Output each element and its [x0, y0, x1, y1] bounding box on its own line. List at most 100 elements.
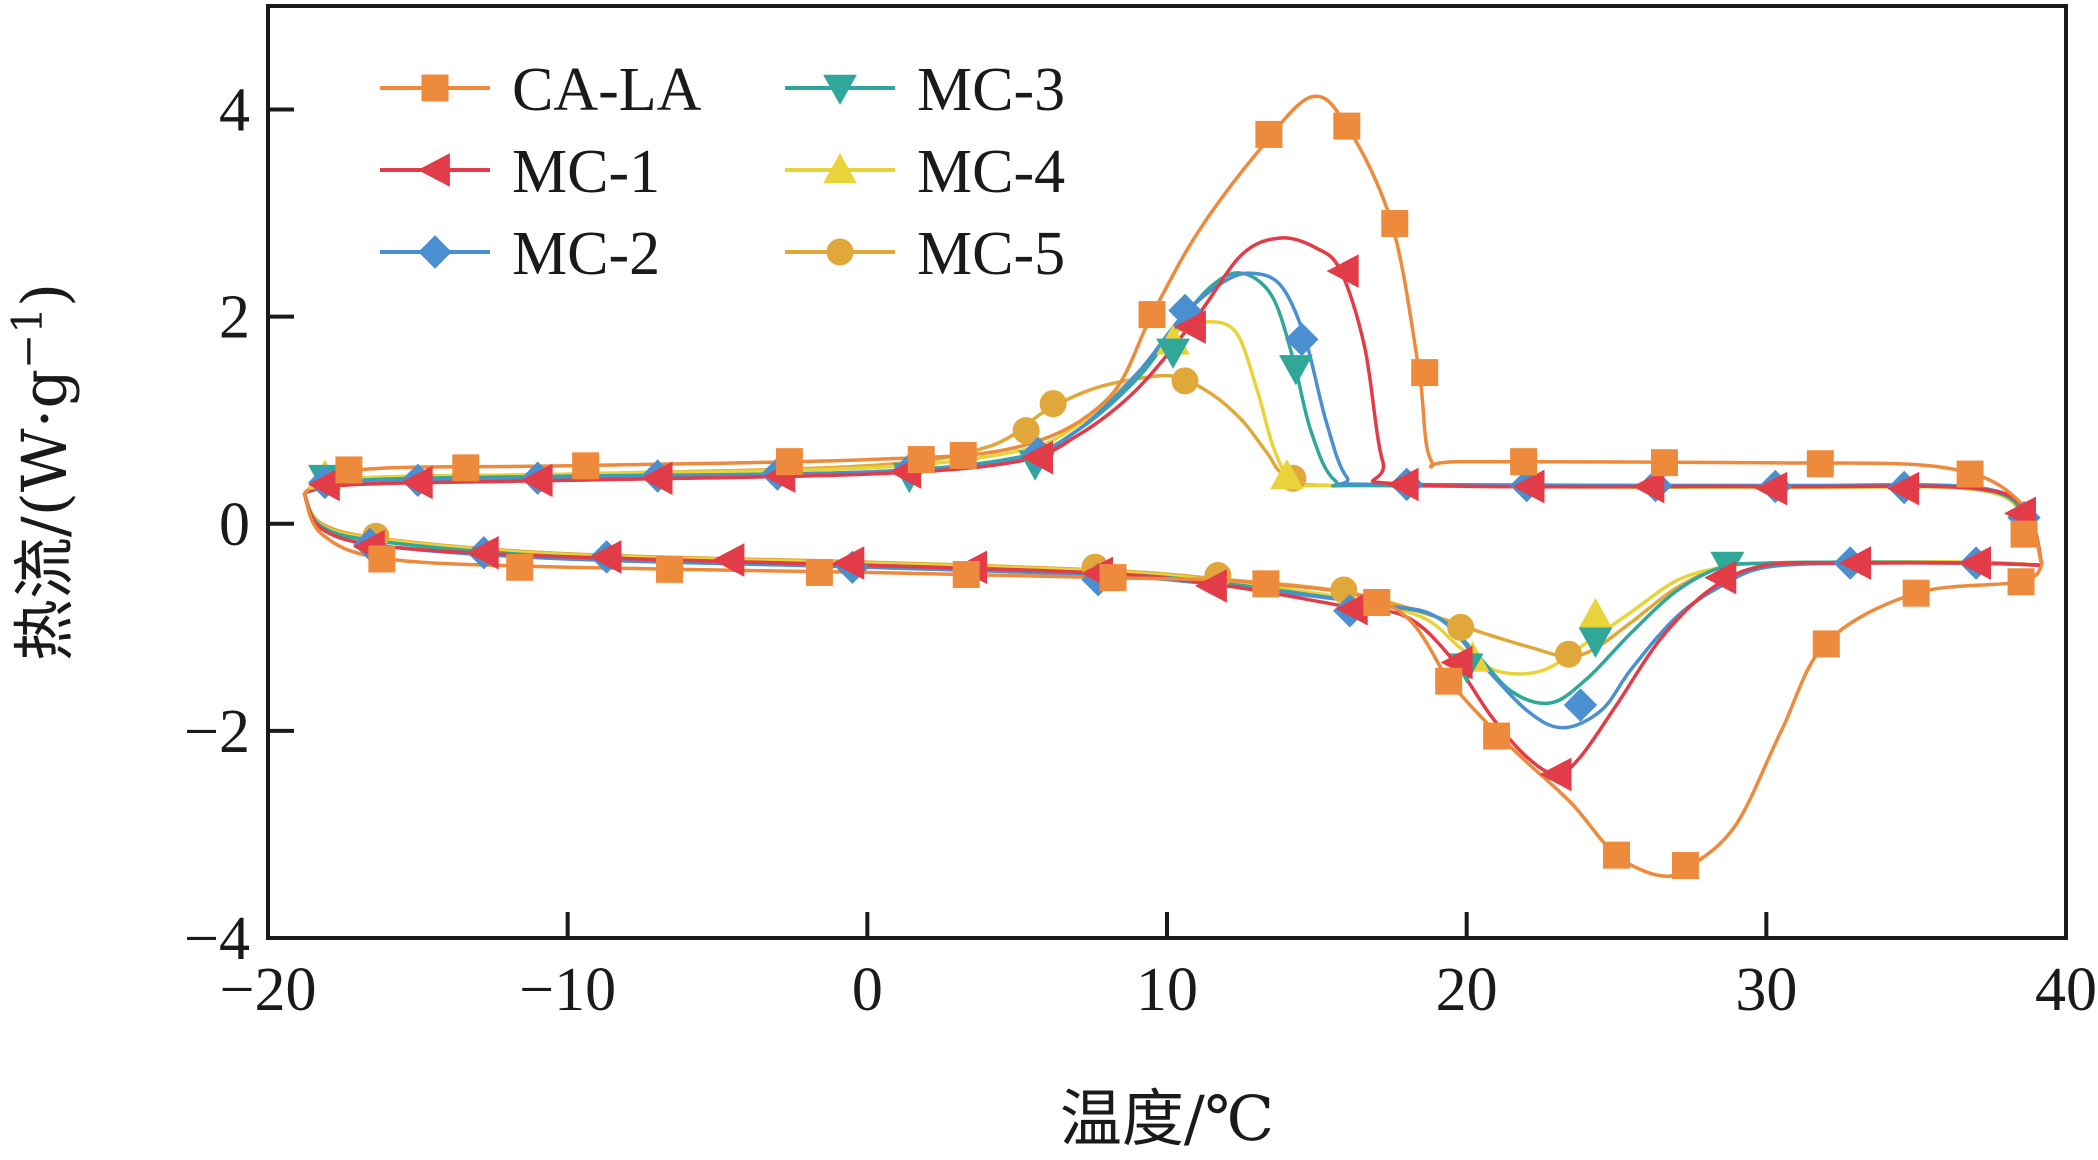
series-mc-1-marker: [466, 535, 499, 570]
series-ca-la-marker: [805, 558, 833, 586]
series-mc-1-marker: [1173, 310, 1206, 344]
legend-marker-mc-3: [823, 74, 857, 106]
series-mc-1-marker: [832, 546, 865, 580]
series-mc-1-marker: [589, 540, 622, 574]
x-tick-label: 20: [1436, 956, 1498, 1024]
series-ca-la-marker: [1956, 460, 1984, 488]
y-tick-label: −4: [184, 905, 250, 973]
series-mc-1-marker: [307, 467, 340, 502]
series-mc-1-marker: [1194, 569, 1227, 603]
series-mc-3-marker: [1578, 627, 1613, 658]
y-tick-label: 2: [219, 284, 250, 352]
series-mc-2-marker: [1563, 688, 1598, 722]
y-tick-label: 0: [219, 491, 250, 559]
series-mc-1-marker: [400, 465, 433, 500]
series-ca-la-marker: [1411, 359, 1439, 387]
series-ca-la-marker: [1435, 667, 1463, 695]
series-mc-5-marker: [1171, 367, 1199, 395]
y-axis-label-main: 热流/(W·g: [8, 369, 81, 661]
series-ca-la-marker: [368, 545, 396, 573]
x-tick-label: 30: [1735, 956, 1797, 1024]
legend-marker-mc-4: [823, 152, 857, 184]
series-mc-1-marker: [520, 463, 553, 498]
series-ca-la-marker: [1255, 120, 1283, 148]
series-mc-4-cooling-line: [302, 491, 2043, 676]
series-mc-2-cooling-line: [302, 491, 2043, 730]
y-axis-label-superscript: −1: [3, 307, 52, 369]
series-mc-5-marker: [1555, 640, 1583, 668]
legend-label-mc-2: MC-2: [512, 220, 660, 288]
series-mc-2-heating-line: [303, 271, 2044, 566]
series-mc-3-heating-line: [303, 271, 2044, 566]
series-ca-la-marker: [1812, 630, 1840, 658]
series-mc-1-marker: [1326, 254, 1359, 288]
series-mc-1-marker: [1704, 560, 1737, 595]
series-ca-la-marker: [2007, 568, 2035, 596]
y-tick-label: 4: [219, 77, 250, 145]
series-mc-3-marker: [1279, 355, 1313, 386]
legend-marker-mc-5: [826, 238, 854, 266]
series-ca-la-marker: [1510, 448, 1538, 476]
series-mc-1-marker: [1021, 440, 1053, 475]
x-axis-label: 温度/℃: [1060, 1082, 1274, 1155]
series-ca-la-marker: [452, 454, 480, 482]
y-axis-label-close: ): [8, 283, 81, 307]
x-axis-ticks: −20 −10 0 10 20 30 40: [220, 912, 2097, 1024]
series-mc-1-marker: [712, 543, 745, 577]
series-ca-la-marker: [907, 446, 935, 474]
series-mc-1-marker: [1632, 469, 1665, 504]
series-mc-1-marker: [1887, 471, 1920, 506]
y-axis-ticks: −4 −2 0 2 4: [184, 77, 294, 973]
series-mc-1-marker: [1512, 469, 1545, 504]
series-ca-la-marker: [1363, 588, 1391, 616]
series-ca-la-marker: [656, 555, 684, 583]
series-mc-5-marker: [1012, 417, 1040, 445]
series-mc-5-marker: [1039, 390, 1067, 418]
series-ca-la-marker: [335, 456, 363, 484]
series-ca-la-marker: [1902, 579, 1930, 607]
x-tick-label: −20: [220, 956, 317, 1024]
series-mc-5-marker: [1447, 613, 1475, 641]
series-mc-1-marker: [1539, 757, 1572, 792]
series-ca-la-marker: [1483, 722, 1511, 750]
legend-marker-ca-la: [421, 74, 449, 102]
x-tick-label: 10: [1136, 956, 1198, 1024]
y-axis-label: 热流/(W·g−1): [3, 283, 81, 661]
series-ca-la-marker: [949, 441, 977, 469]
series-ca-la-marker: [1650, 449, 1678, 477]
x-tick-label: 0: [852, 956, 883, 1024]
series-mc-3-cooling-line: [302, 491, 2043, 706]
series-ca-la-marker: [1381, 209, 1409, 237]
legend-label-mc-5: MC-5: [917, 220, 1065, 288]
series-markers: [307, 112, 2041, 880]
series-mc-4-marker: [1270, 459, 1304, 490]
series-mc-1-marker: [1959, 546, 1991, 580]
legend-label-ca-la: CA-LA: [512, 56, 702, 124]
legend-label-mc-1: MC-1: [512, 138, 660, 206]
y-tick-label: −2: [184, 698, 250, 766]
x-tick-label: 40: [2035, 956, 2097, 1024]
series-ca-la-marker: [775, 448, 803, 476]
series-ca-la-marker: [1671, 852, 1699, 880]
series-mc-1-marker: [1386, 467, 1419, 502]
series-ca-la-marker: [1138, 301, 1166, 329]
legend-label-mc-4: MC-4: [917, 138, 1065, 206]
series-ca-la-marker: [1603, 841, 1630, 869]
series-ca-la-marker: [1806, 450, 1834, 478]
series-mc-3-marker: [1156, 338, 1190, 369]
series-ca-la-marker: [506, 553, 534, 581]
series-ca-la-marker: [1252, 570, 1280, 598]
series-mc-1-marker: [640, 461, 673, 496]
series-ca-la-marker: [2010, 520, 2038, 548]
series-ca-la-cooling-line: [302, 492, 2044, 879]
series-mc-1-marker: [1839, 546, 1872, 580]
legend: CA-LA MC-1 MC-2 MC-3 MC-4 MC-5: [380, 56, 1065, 288]
legend-marker-mc-2: [418, 235, 452, 269]
series-ca-la-marker: [1099, 564, 1127, 592]
legend-label-mc-3: MC-3: [917, 56, 1065, 124]
series-ca-la-marker: [952, 561, 980, 589]
series-ca-la-marker: [572, 452, 600, 480]
series-mc-2-marker: [1285, 322, 1319, 357]
legend-marker-mc-1: [417, 153, 450, 187]
